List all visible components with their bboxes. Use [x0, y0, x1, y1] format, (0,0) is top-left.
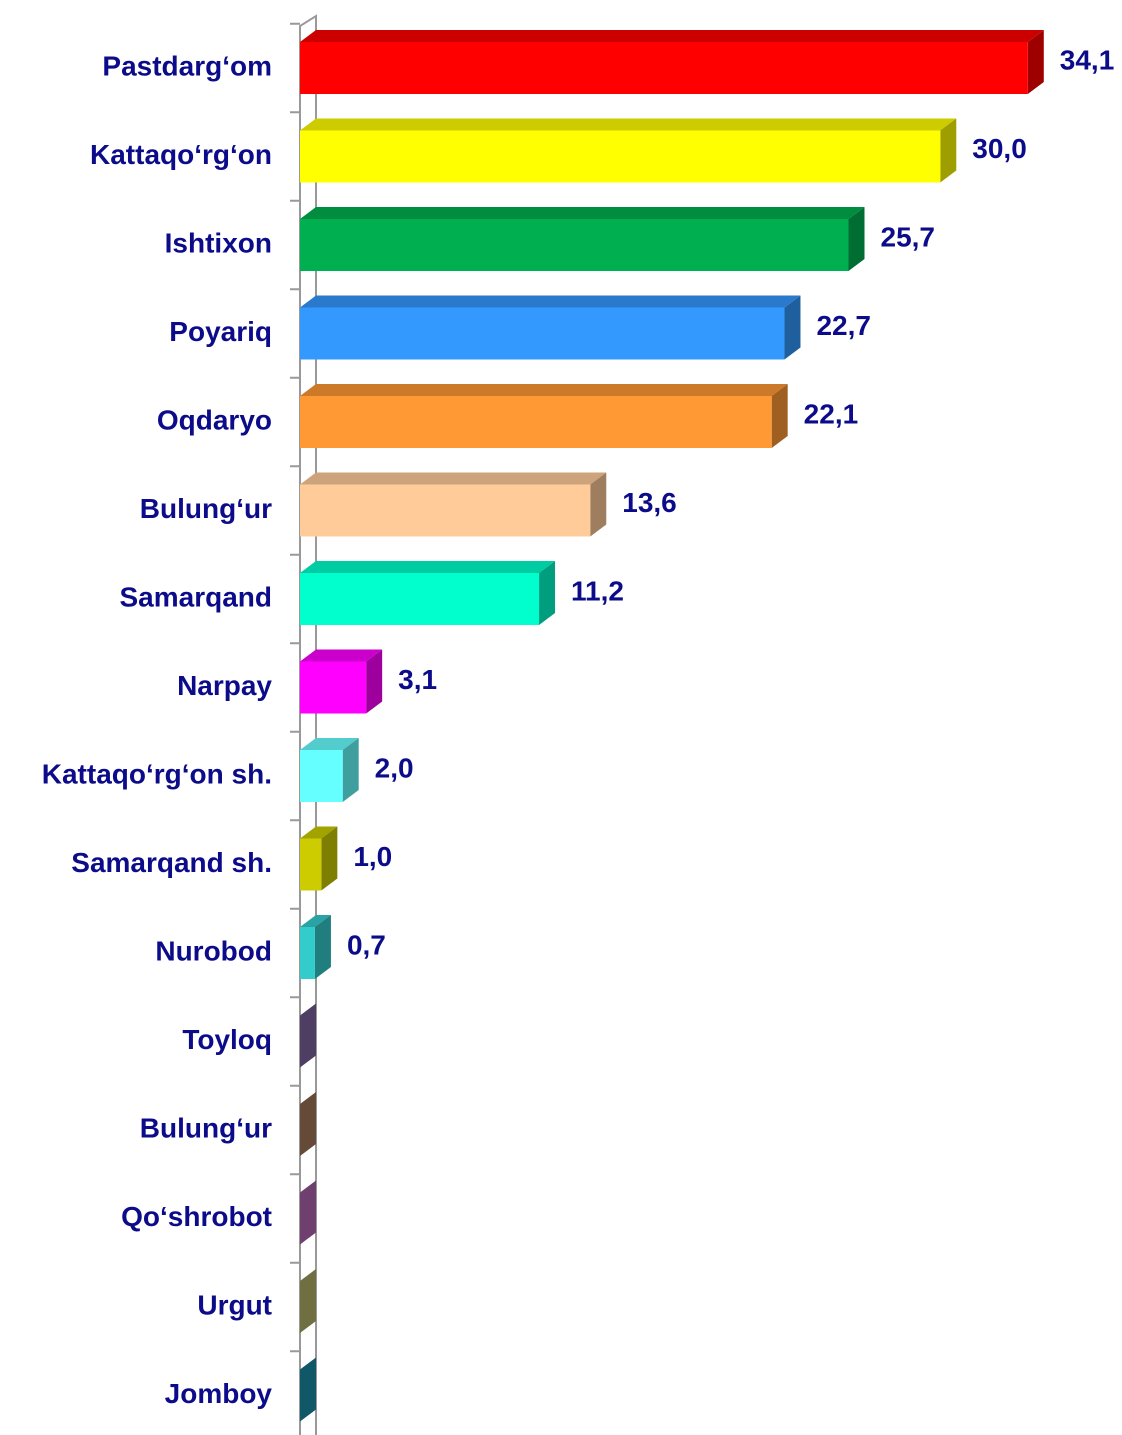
bar-side: [848, 207, 865, 271]
axis-line: [299, 14, 317, 1435]
category-label: Toyloq: [182, 1024, 272, 1055]
bar: [300, 384, 788, 448]
bar-front: [300, 219, 849, 271]
value-label: 30,0: [972, 133, 1026, 164]
bar-side: [300, 1180, 316, 1245]
bar-side: [771, 384, 788, 448]
bar: [300, 738, 359, 802]
bar-top: [300, 826, 338, 839]
bar-front: [300, 130, 941, 183]
value-label: 13,6: [622, 487, 677, 518]
bar-front: [300, 661, 367, 714]
category-label: Bulung‘ur: [140, 1112, 272, 1143]
bar: [300, 118, 957, 183]
bar-side: [321, 826, 338, 891]
bar: [300, 1180, 316, 1245]
bar-top: [300, 30, 1044, 42]
bar-side: [300, 1092, 316, 1156]
value-label: 22,1: [804, 398, 859, 429]
bar: [300, 1003, 316, 1068]
category-label: Jomboy: [165, 1378, 273, 1409]
bar: [300, 1269, 316, 1333]
bar-top: [300, 295, 801, 308]
bar-side: [300, 1357, 316, 1422]
bar: [300, 472, 607, 537]
bar-side: [940, 118, 957, 183]
value-label: 22,7: [816, 310, 871, 341]
bar-side: [784, 295, 801, 360]
bar-front: [300, 484, 591, 537]
bar: [300, 295, 801, 360]
category-label: Kattaqo‘rg‘on: [90, 139, 272, 170]
bar-side: [366, 649, 383, 714]
value-label: 34,1: [1060, 44, 1115, 75]
bar: [300, 1357, 316, 1422]
category-label: Bulung‘ur: [140, 493, 272, 524]
category-label: Urgut: [197, 1289, 272, 1320]
bar: [300, 1092, 316, 1156]
bar-top: [300, 384, 788, 396]
bar: [300, 561, 556, 625]
bar: [300, 649, 383, 714]
bar: [300, 826, 338, 891]
bar-top: [300, 472, 607, 485]
bar-top: [300, 915, 331, 927]
bar-side: [1027, 30, 1044, 94]
value-label: 1,0: [353, 841, 392, 872]
bar-side: [300, 1003, 316, 1068]
bar-top: [300, 738, 359, 750]
value-label: 11,2: [571, 575, 624, 606]
value-label: 3,1: [398, 664, 437, 695]
bar-side: [300, 1269, 316, 1333]
category-label: Samarqand sh.: [71, 847, 272, 878]
bar-top: [300, 561, 556, 573]
bar-front: [300, 750, 343, 802]
bar-top: [300, 649, 383, 662]
category-label: Ishtixon: [165, 227, 272, 258]
category-label: Oqdaryo: [157, 404, 272, 435]
bar-top: [300, 207, 865, 219]
bar-front: [300, 396, 772, 448]
bar-front: [300, 307, 785, 360]
bar-front: [300, 42, 1028, 94]
value-label: 25,7: [881, 221, 936, 252]
bar: [300, 207, 865, 271]
value-label: 2,0: [375, 752, 414, 783]
value-label: 0,7: [347, 929, 386, 960]
bar: [300, 915, 331, 979]
category-label: Qo‘shrobot: [121, 1201, 272, 1232]
category-label: Narpay: [177, 670, 272, 701]
bar-front: [300, 927, 315, 979]
category-label: Pastdarg‘om: [102, 50, 272, 81]
category-label: Poyariq: [169, 316, 272, 347]
category-label: Samarqand: [120, 581, 273, 612]
bar-side: [590, 472, 607, 537]
bar-side: [539, 561, 556, 625]
bar-side: [342, 738, 359, 802]
category-label: Kattaqo‘rg‘on sh.: [42, 758, 272, 789]
bar: [300, 30, 1044, 94]
bar-front: [300, 573, 540, 625]
bar-front: [300, 838, 322, 891]
category-label: Nurobod: [155, 935, 272, 966]
bar-side: [314, 915, 331, 979]
bar-top: [300, 118, 957, 131]
